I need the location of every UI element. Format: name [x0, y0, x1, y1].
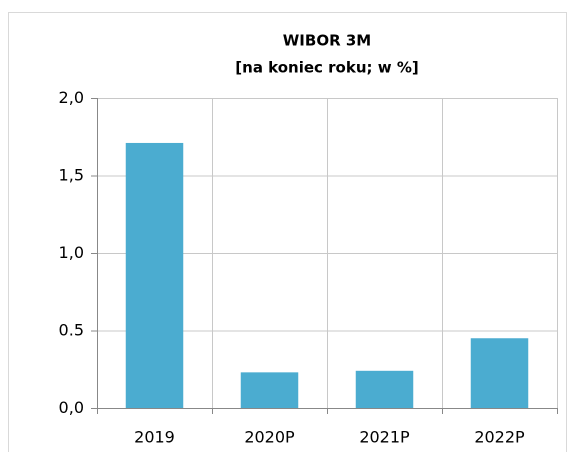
- bar: [355, 370, 414, 408]
- chart-subtitle: [na koniec roku; w %]: [235, 59, 418, 77]
- chart-title: WIBOR 3M: [283, 32, 371, 50]
- y-tick-label: 0,0: [59, 398, 84, 417]
- y-tick-label: 1,0: [59, 243, 84, 262]
- x-tick-label: 2022P: [474, 428, 525, 447]
- x-tick-label: 2019: [134, 428, 175, 447]
- y-tick-label: 0.5: [59, 321, 84, 340]
- bar: [240, 372, 299, 408]
- bar: [125, 142, 184, 408]
- y-tick-label: 1,5: [59, 166, 84, 185]
- bar: [470, 338, 529, 408]
- x-tick-label: 2020P: [244, 428, 295, 447]
- x-tick-label: 2021P: [359, 428, 410, 447]
- y-tick-label: 2,0: [59, 88, 84, 107]
